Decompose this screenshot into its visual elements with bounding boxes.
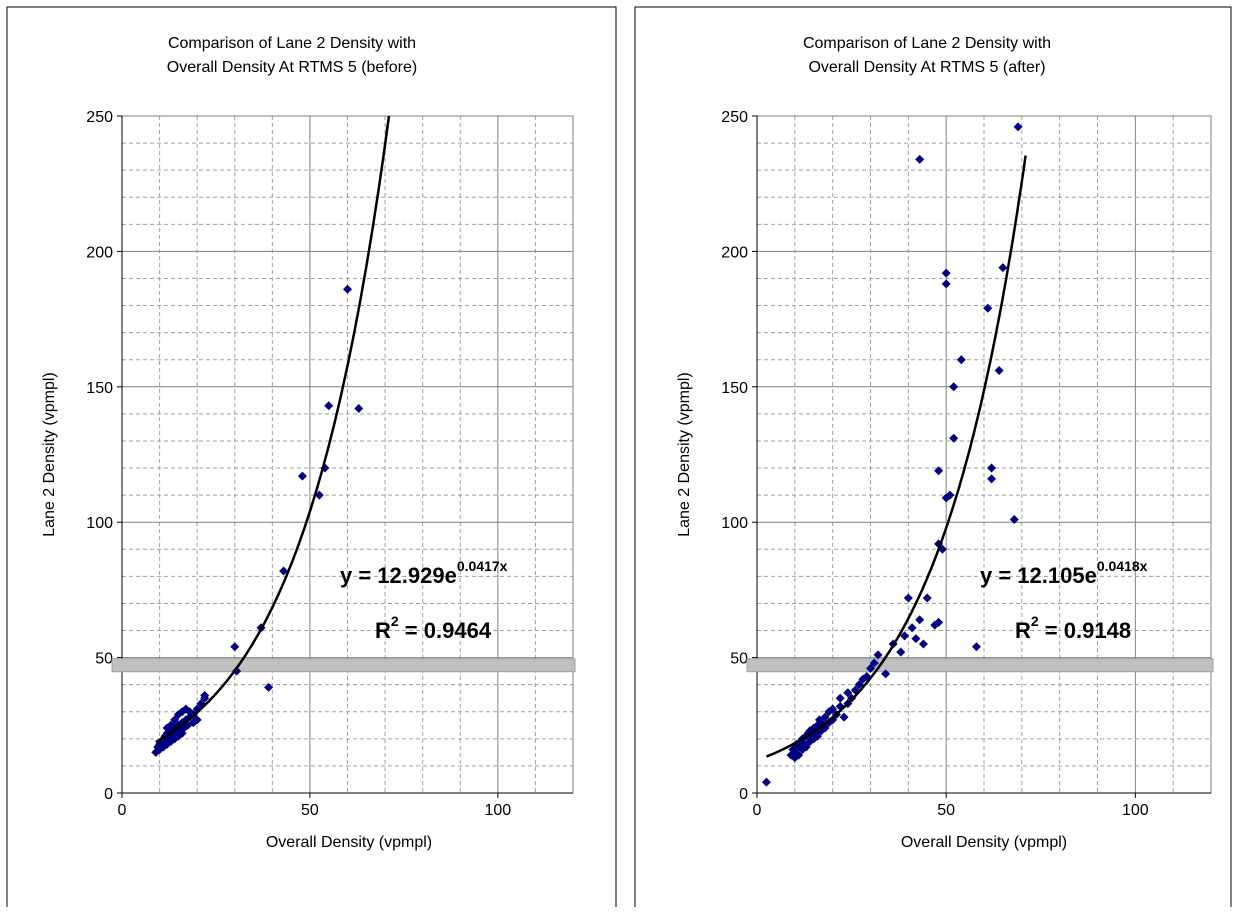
data-point — [854, 680, 864, 690]
data-point — [1013, 122, 1023, 132]
data-point — [873, 650, 883, 660]
x-tick-label: 50 — [937, 802, 955, 819]
x-tick-label: 50 — [301, 802, 319, 819]
data-point — [918, 639, 928, 649]
y-axis-label: Lane 2 Density (vpmpl) — [676, 372, 693, 537]
y-tick-label: 100 — [721, 515, 748, 532]
x-tick-label: 0 — [118, 802, 127, 819]
data-point — [971, 642, 981, 652]
data-point — [170, 715, 180, 725]
data-point — [949, 382, 959, 392]
y-tick-label: 200 — [86, 244, 113, 261]
data-point — [987, 474, 997, 484]
y-tick-label: 50 — [95, 651, 113, 668]
y-axis-label: Lane 2 Density (vpmpl) — [41, 372, 58, 537]
data-point — [998, 263, 1008, 273]
data-point — [941, 268, 951, 278]
y-tick-label: 50 — [730, 651, 748, 668]
data-point — [934, 466, 944, 476]
x-tick-label: 100 — [1122, 802, 1149, 819]
x-tick-label: 0 — [753, 802, 762, 819]
trendline — [766, 155, 1027, 758]
data-point — [994, 366, 1004, 376]
data-point — [839, 712, 849, 722]
data-point — [828, 704, 838, 714]
trendline-equation: y = 12.929e0.0417x — [340, 558, 508, 588]
y-tick-label: 200 — [721, 244, 748, 261]
data-point — [835, 693, 845, 703]
trendline — [155, 115, 391, 744]
data-point — [934, 617, 944, 627]
data-point — [813, 731, 823, 741]
trendline-equation: y = 12.105e0.0418x — [980, 558, 1148, 588]
r-squared-label: R2 = 0.9464 — [375, 613, 492, 643]
y-tick-label: 0 — [104, 786, 113, 803]
data-point — [801, 742, 811, 752]
chart-title-line: Overall Density At RTMS 5 (before) — [167, 59, 417, 76]
data-point — [945, 490, 955, 500]
data-point — [911, 634, 921, 644]
data-point — [192, 715, 202, 725]
data-point — [820, 712, 830, 722]
y-tick-label: 0 — [739, 786, 748, 803]
data-point — [941, 279, 951, 289]
data-point — [794, 750, 804, 760]
data-point — [279, 566, 289, 576]
data-point — [987, 463, 997, 473]
x-axis-label: Overall Density (vpmpl) — [266, 834, 432, 851]
data-point — [866, 663, 875, 673]
y-tick-label: 250 — [86, 109, 113, 126]
data-point — [264, 682, 274, 692]
y-tick-label: 150 — [721, 380, 748, 397]
threshold-band — [111, 658, 576, 673]
data-point — [869, 658, 879, 668]
y-tick-label: 100 — [86, 515, 113, 532]
data-point — [896, 647, 906, 657]
data-point — [903, 593, 913, 603]
data-point — [761, 777, 771, 787]
chart-title-line: Comparison of Lane 2 Density with — [803, 35, 1051, 52]
data-point — [907, 623, 917, 633]
r-squared-label: R2 = 0.9148 — [1015, 613, 1131, 643]
chart-title-line: Comparison of Lane 2 Density with — [168, 35, 416, 52]
data-point — [983, 303, 993, 313]
chart-panel-after: 0 50 100 150 200 250 0 50 100 Comparison of Lane … — [634, 6, 1232, 912]
threshold-band — [746, 658, 1214, 673]
data-point — [949, 433, 959, 443]
data-point — [324, 401, 334, 411]
data-point — [343, 284, 352, 294]
data-point — [900, 631, 910, 641]
y-tick-label: 250 — [721, 109, 748, 126]
data-point — [314, 490, 324, 500]
data-point — [922, 593, 932, 603]
x-tick-label: 100 — [484, 802, 511, 819]
data-point — [915, 615, 925, 625]
x-axis-label: Overall Density (vpmpl) — [901, 834, 1067, 851]
data-point — [232, 666, 242, 676]
data-point — [956, 355, 966, 365]
data-point — [843, 688, 853, 698]
data-point — [297, 471, 307, 481]
data-point — [881, 669, 891, 679]
data-point — [354, 403, 364, 413]
data-point — [200, 691, 210, 701]
y-tick-label: 150 — [86, 380, 113, 397]
chart-title-line: Overall Density At RTMS 5 (after) — [808, 59, 1045, 76]
plot-area — [121, 115, 574, 794]
data-point — [230, 642, 240, 652]
plot-area — [756, 115, 1212, 794]
data-point — [915, 154, 925, 164]
chart-panel-before: 0 50 100 150 200 250 0 50 100 Comparison of Lane … — [6, 6, 617, 912]
data-points — [761, 122, 1023, 787]
data-point — [1009, 514, 1019, 524]
